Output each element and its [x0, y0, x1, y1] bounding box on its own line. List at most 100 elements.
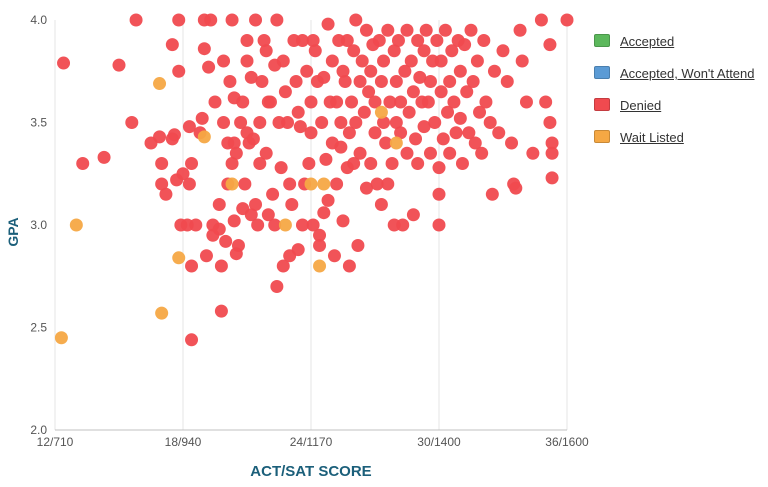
denied-point: [336, 64, 350, 78]
denied-point: [227, 214, 241, 228]
denied-point: [306, 218, 320, 232]
denied-point: [419, 23, 433, 37]
denied-point: [195, 111, 209, 125]
denied-point: [255, 75, 269, 88]
denied-point: [334, 116, 348, 129]
denied-point: [291, 105, 305, 119]
denied-point: [441, 105, 455, 119]
denied-point: [165, 38, 179, 52]
legend-item-accepted[interactable]: Accepted: [592, 30, 768, 62]
denied-point: [368, 95, 382, 109]
y-tick-labels: 2.0 2.5 3.0 3.5 4.0: [30, 13, 47, 437]
denied-point: [374, 75, 388, 88]
denied-point: [202, 60, 216, 74]
denied-point: [289, 75, 303, 88]
denied-point: [545, 146, 559, 160]
denied-point: [379, 136, 393, 150]
denied-point: [509, 181, 523, 195]
wait-listed-point: [313, 259, 327, 273]
denied-point: [400, 146, 414, 160]
denied-point: [321, 193, 335, 207]
denied-point: [453, 111, 467, 125]
denied-point: [460, 85, 474, 99]
denied-point: [261, 208, 275, 222]
denied-point: [155, 177, 169, 191]
denied-point: [351, 239, 365, 252]
denied-point: [300, 64, 314, 78]
denied-point: [112, 58, 126, 72]
denied-point: [212, 222, 226, 236]
denied-point: [423, 75, 437, 88]
denied-point: [364, 64, 378, 78]
denied-point: [295, 34, 309, 47]
denied-point: [353, 146, 367, 160]
denied-point: [246, 132, 260, 146]
denied-point: [466, 75, 480, 88]
wait-listed-point: [317, 177, 331, 191]
wait-listed-point: [69, 218, 83, 232]
denied-point: [172, 13, 186, 27]
denied-point: [458, 38, 472, 52]
denied-point: [345, 95, 359, 109]
denied-point: [304, 126, 318, 140]
denied-point: [185, 333, 199, 347]
denied-point: [185, 157, 199, 170]
denied-point: [349, 116, 363, 129]
denied-point: [217, 54, 231, 68]
denied-point: [353, 75, 367, 88]
denied-point: [199, 249, 213, 263]
denied-point: [445, 44, 459, 58]
denied-point: [449, 126, 463, 140]
legend-item-wait-listed[interactable]: Wait Listed: [592, 126, 768, 158]
accepted-wont-attend-swatch: [594, 66, 610, 79]
denied-point: [479, 95, 493, 109]
denied-point: [176, 167, 190, 181]
denied-point: [223, 75, 237, 88]
denied-point: [560, 13, 574, 27]
y-tick-label: 4.0: [30, 13, 47, 27]
denied-point: [396, 218, 410, 232]
denied-point: [295, 218, 309, 232]
denied-point: [402, 105, 416, 119]
denied-point: [240, 54, 254, 68]
denied-point: [543, 116, 557, 129]
denied-point: [278, 85, 292, 99]
denied-point: [340, 34, 354, 47]
denied-point: [251, 218, 265, 232]
denied-point: [385, 157, 399, 170]
denied-point: [334, 140, 348, 154]
denied-point: [470, 54, 484, 68]
denied-point: [394, 95, 408, 109]
x-tick-label: 30/1400: [417, 435, 461, 449]
wait-listed-point: [278, 218, 292, 232]
x-tick-label: 36/1600: [545, 435, 589, 449]
denied-point: [225, 13, 239, 27]
legend-item-denied[interactable]: Denied: [592, 94, 768, 126]
denied-point: [308, 44, 322, 58]
denied-point: [398, 64, 412, 78]
legend-label-accepted[interactable]: Accepted: [620, 34, 675, 49]
denied-point: [417, 120, 431, 134]
denied-point: [526, 146, 540, 160]
denied-point: [167, 128, 181, 142]
x-tick-label: 12/710: [37, 435, 74, 449]
legend-label-wait-listed[interactable]: Wait Listed: [620, 130, 684, 145]
denied-point: [443, 146, 457, 160]
denied-point: [182, 120, 196, 134]
denied-point: [389, 75, 403, 88]
wait-listed-point: [225, 177, 239, 191]
denied-point: [304, 95, 318, 109]
denied-point: [406, 208, 420, 222]
legend-label-accepted-wont-attend[interactable]: Accepted, Won't Attend: [620, 66, 755, 81]
denied-point: [374, 198, 388, 211]
denied-point: [285, 198, 299, 211]
denied-point: [487, 64, 501, 78]
legend-label-denied[interactable]: Denied: [620, 98, 662, 113]
denied-point: [430, 34, 444, 47]
denied-point: [185, 259, 199, 273]
legend-item-accepted-wont-attend[interactable]: Accepted, Won't Attend: [592, 62, 768, 94]
denied-point: [436, 132, 450, 146]
wait-listed-point: [389, 136, 403, 150]
denied-point: [543, 38, 557, 52]
denied-point: [455, 157, 469, 170]
